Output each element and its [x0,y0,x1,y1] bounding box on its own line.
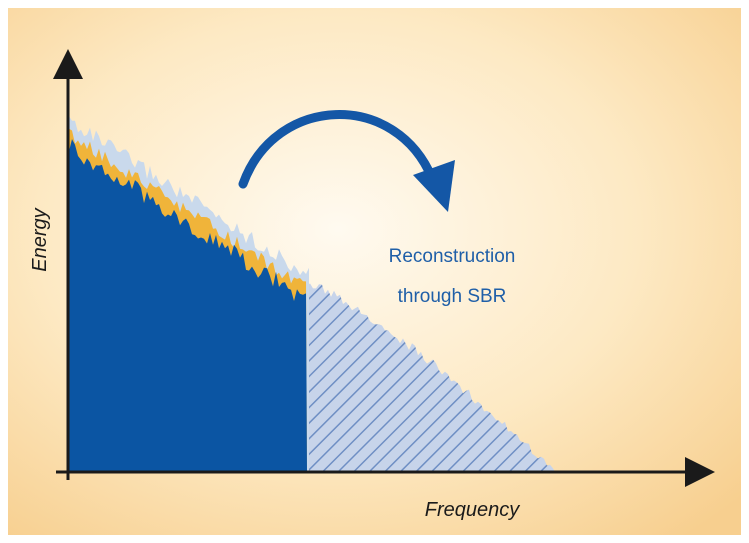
y-axis-label: Energy [29,207,51,271]
annotation-line-2: through SBR [398,286,507,307]
x-axis-label: Frequency [425,499,520,521]
curved-arrow-icon [238,110,437,189]
reconstructed-high-band [307,283,555,472]
svg-text:Reconstruction: Reconstruction [389,246,516,267]
arrow-head-icon [413,160,455,212]
low-band-spectrum [69,139,307,472]
annotation-line-1: Reconstruction [389,246,516,267]
svg-text:through SBR: through SBR [398,286,507,307]
